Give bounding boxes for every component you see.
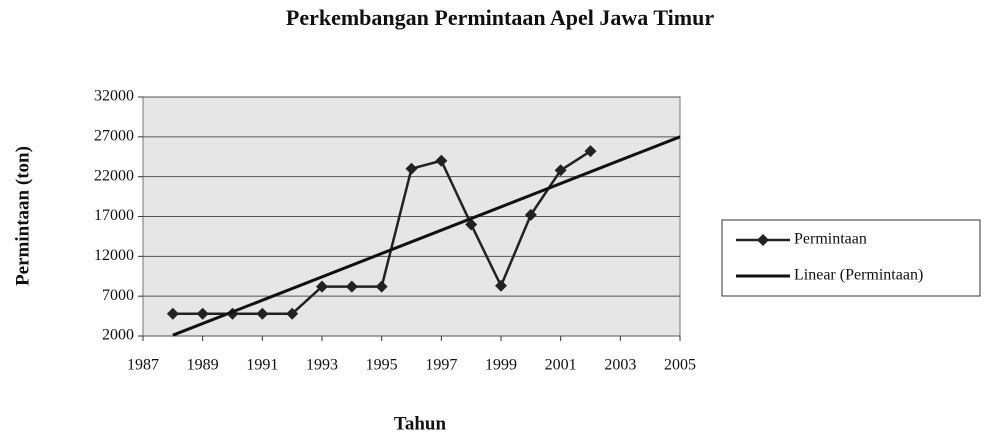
data-point (286, 307, 299, 320)
legend-label: Linear (Permintaan) (794, 267, 923, 284)
x-tick-label: 2003 (604, 357, 636, 374)
data-point (465, 218, 478, 231)
data-point (524, 208, 537, 221)
data-point (584, 145, 597, 158)
y-tick-label: 32000 (94, 88, 134, 105)
y-tick-label: 17000 (94, 207, 134, 224)
legend-label: Permintaan (794, 231, 867, 248)
y-tick-label: 27000 (94, 128, 134, 145)
y-tick-label: 12000 (94, 247, 134, 264)
data-point (405, 162, 418, 175)
x-tick-label: 1995 (366, 357, 398, 374)
data-point (554, 164, 567, 177)
series-line (172, 135, 681, 337)
data-point (375, 280, 388, 293)
data-point (435, 154, 448, 167)
y-tick-label: 7000 (102, 287, 134, 304)
x-tick-label: 1993 (306, 357, 338, 374)
y-axis-title: Permintaan (ton) (12, 146, 33, 286)
x-tick-label: 1989 (187, 357, 219, 374)
data-point (345, 280, 358, 293)
x-tick-label: 1991 (246, 357, 278, 374)
x-tick-label: 1997 (425, 357, 457, 374)
legend-marker (757, 234, 769, 246)
data-point (256, 307, 269, 320)
x-tick-label: 1999 (485, 357, 517, 374)
data-point (196, 307, 209, 320)
x-axis-title: Tahun (394, 413, 447, 434)
x-tick-label: 2005 (664, 357, 696, 374)
x-tick-label: 1987 (127, 357, 159, 374)
y-tick-label: 22000 (94, 167, 134, 184)
chart-title: Perkembangan Permintaan Apel Jawa Timur (286, 5, 714, 30)
data-point (495, 279, 507, 292)
legend-box (721, 219, 981, 297)
y-tick-label: 2000 (102, 327, 134, 344)
data-point (316, 280, 328, 293)
data-point (166, 307, 179, 320)
x-tick-label: 2001 (545, 357, 577, 374)
